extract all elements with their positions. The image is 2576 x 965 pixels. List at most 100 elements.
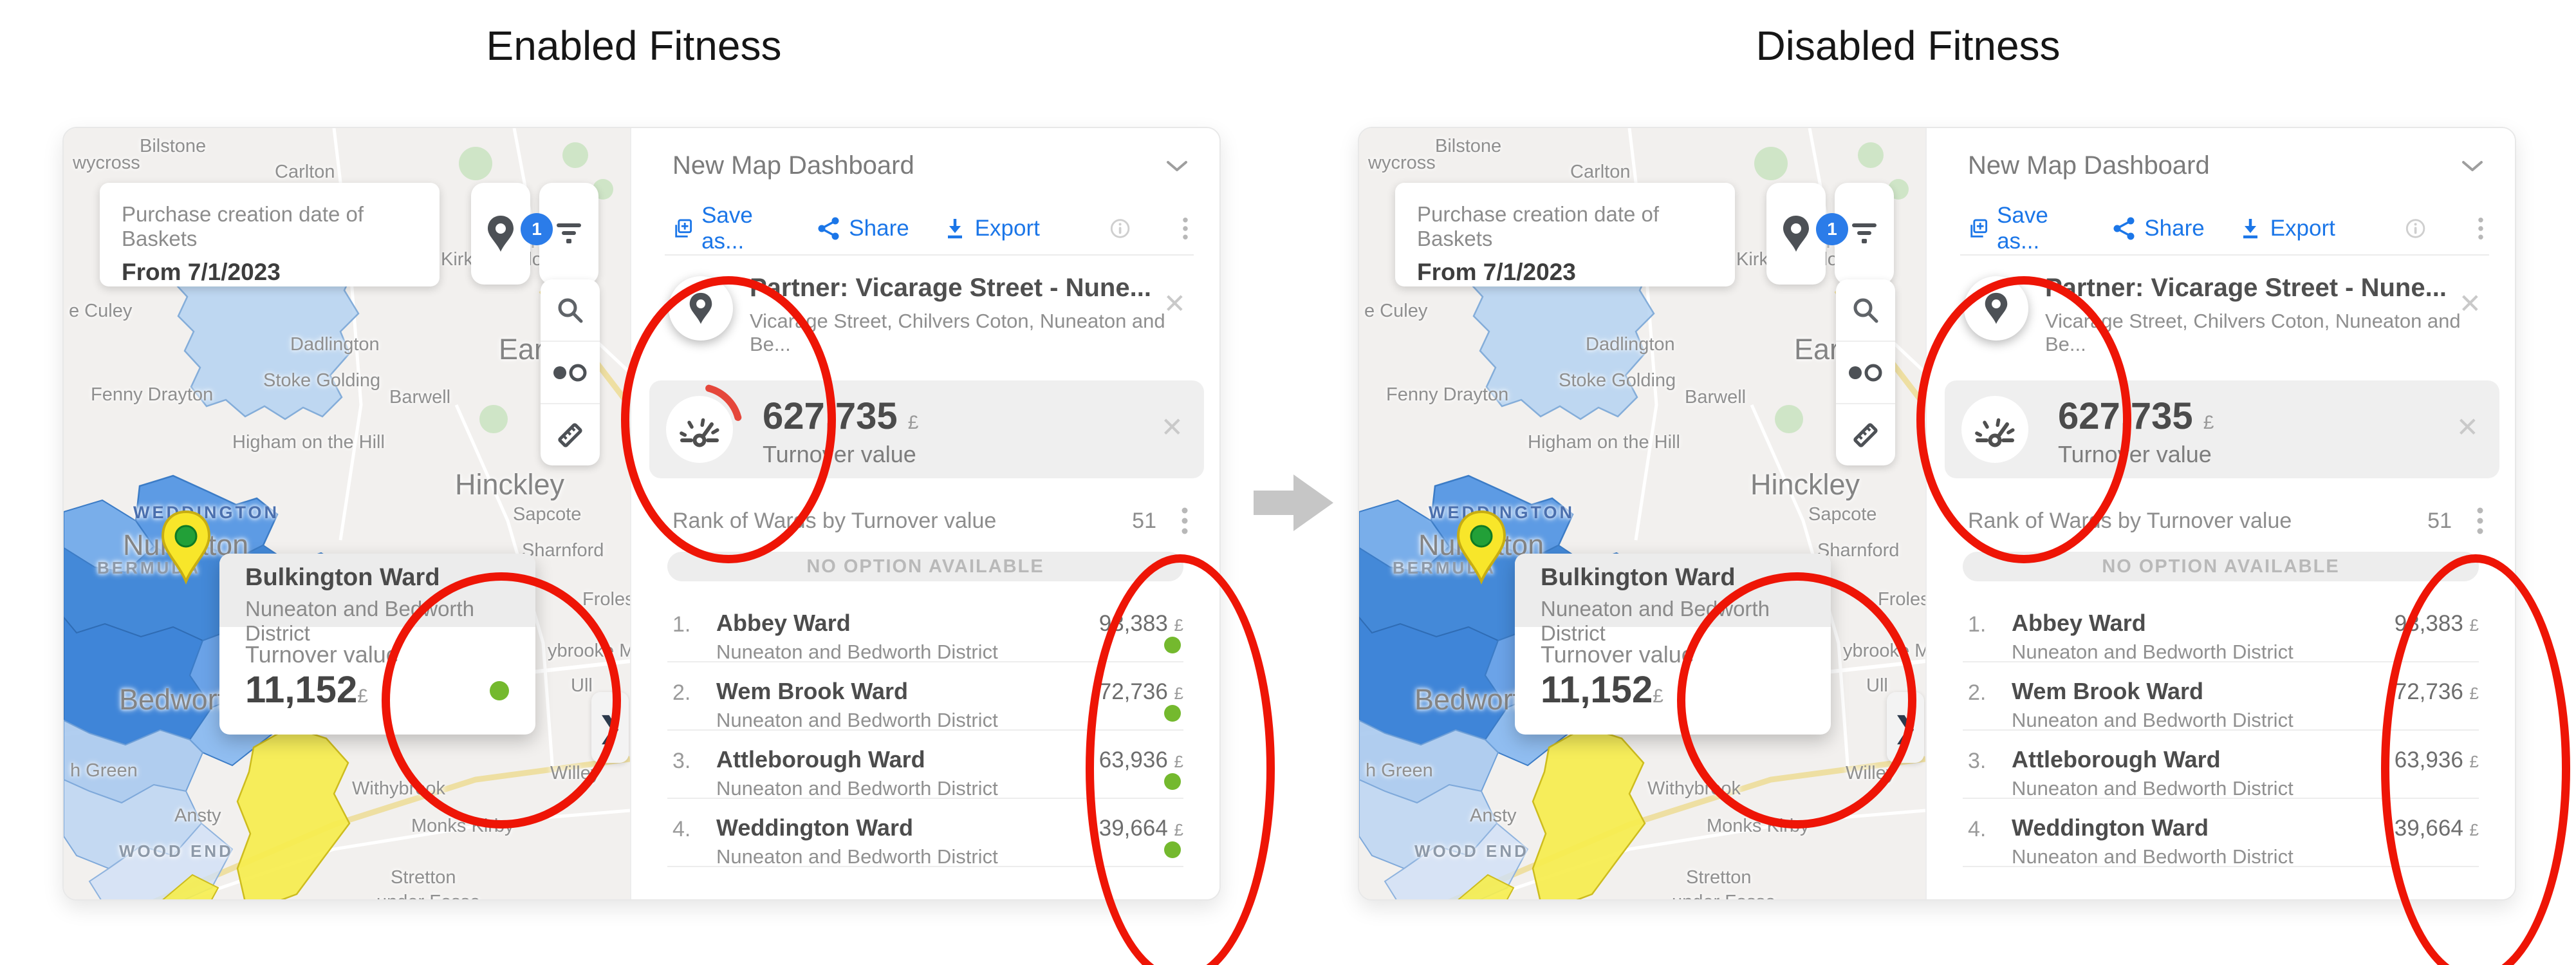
close-icon[interactable]: ✕ — [1160, 412, 1183, 442]
map-filter-summary-card[interactable]: Purchase creation date of Baskets From 7… — [1395, 183, 1735, 286]
fitness-indicator-dot — [490, 681, 509, 700]
map-measure-button[interactable] — [541, 404, 600, 465]
ward-value: 39,664 £ — [2394, 816, 2479, 841]
rank-list: 1. Abbey Ward Nuneaton and Bedworth Dist… — [1927, 594, 2515, 868]
map-pois-button[interactable] — [1766, 183, 1826, 285]
partner-pin-badge — [1964, 276, 2028, 341]
map-place-label: e Culey — [1364, 301, 1428, 321]
search-icon — [558, 298, 583, 323]
map-points-toggle-button[interactable] — [541, 342, 600, 404]
chevron-down-icon[interactable] — [1165, 160, 1189, 173]
turnover-value: 627,735 £ — [763, 395, 919, 437]
kebab-menu-icon[interactable] — [2478, 214, 2484, 243]
rank-list-item[interactable]: 3. Attleborough Ward Nuneaton and Bedwor… — [1927, 731, 2515, 800]
ward-tooltip-header: Bulkington Ward Nuneaton and Bedworth Di… — [219, 554, 535, 645]
ward-district: Nuneaton and Bedworth District — [2012, 845, 2293, 868]
kebab-menu-icon[interactable] — [1181, 507, 1189, 535]
map-search-button[interactable] — [1836, 279, 1895, 342]
close-icon[interactable]: ✕ — [1163, 288, 1186, 319]
dots-toggle-icon — [553, 364, 587, 381]
ward-value: 93,383 £ — [2394, 611, 2479, 636]
ward-value: 39,664 £ — [1098, 816, 1183, 841]
map-place-label: Ull — [571, 675, 593, 696]
rank-list-item[interactable]: 4. Weddington Ward Nuneaton and Bedworth… — [1927, 799, 2515, 868]
currency-symbol: £ — [1653, 686, 1663, 707]
turnover-metric-card[interactable]: 627,735 £ Turnover value ✕ — [1945, 380, 2499, 478]
ward-tooltip-metric-value: 11,152£ — [1541, 669, 1663, 711]
currency-symbol: £ — [1174, 615, 1183, 635]
partner-subtitle: Vicarage Street, Chilvers Coton, Nuneato… — [750, 310, 1165, 355]
map-place-label: Barwell — [1685, 387, 1747, 408]
partner-pin-badge — [669, 276, 733, 341]
export-button[interactable]: Export — [944, 216, 1040, 241]
sidebar-collapse-handle[interactable]: ❯ — [591, 692, 629, 763]
map-place-label: Bilstone — [140, 136, 207, 156]
ward-value: 72,736 £ — [2394, 679, 2479, 704]
rank-list-item[interactable]: 3. Attleborough Ward Nuneaton and Bedwor… — [631, 731, 1219, 800]
close-icon[interactable]: ✕ — [2458, 288, 2481, 319]
turnover-metric-card[interactable]: 627,735 £ Turnover value ✕ — [649, 380, 1204, 478]
partner-title: Partner: Vicarage Street - Nune... — [750, 274, 1151, 302]
rank-list-item[interactable]: 1. Abbey Ward Nuneaton and Bedworth Dist… — [1927, 594, 2515, 663]
partner-card[interactable]: Partner: Vicarage Street - Nune... Vicar… — [665, 274, 1186, 364]
save-as-icon — [1970, 219, 1988, 238]
dashboard-sidebar: New Map Dashboard Save as... — [1925, 128, 2515, 899]
ward-value: 63,936 £ — [2394, 747, 2479, 773]
ward-tooltip-title: Bulkington Ward — [1541, 564, 1736, 591]
kebab-menu-icon[interactable] — [2476, 507, 2484, 535]
currency-symbol: £ — [357, 686, 368, 707]
export-download-icon — [2243, 219, 2257, 239]
location-pin-icon — [488, 216, 514, 252]
map-place-label: Monks Kirby — [1707, 816, 1810, 836]
sidebar-collapse-handle[interactable]: ❯ — [1887, 692, 1924, 763]
chevron-down-icon[interactable] — [2461, 160, 2484, 173]
save-as-button[interactable]: Save as... — [672, 203, 783, 254]
rank-list-item[interactable]: 2. Wem Brook Ward Nuneaton and Bedworth … — [631, 662, 1219, 731]
location-pin-icon — [1985, 292, 2008, 324]
filter-summary-value: From 7/1/2023 — [1417, 259, 1576, 285]
rank-list-item[interactable]: 2. Wem Brook Ward Nuneaton and Bedworth … — [1927, 662, 2515, 731]
map-place-label: WOOD END — [119, 841, 234, 861]
map-place-label: WOOD END — [1414, 841, 1529, 861]
dashboard-panel: wycross Bilstone Carlton Sibson Shenton … — [1358, 127, 2570, 965]
save-as-button[interactable]: Save as... — [1968, 203, 2079, 254]
ward-value: 63,936 £ — [1098, 747, 1183, 773]
map-filter-summary-card[interactable]: Purchase creation date of Baskets From 7… — [100, 183, 440, 286]
export-button[interactable]: Export — [2239, 216, 2335, 241]
filter-summary-value: From 7/1/2023 — [122, 259, 281, 285]
partner-subtitle: Vicarage Street, Chilvers Coton, Nuneato… — [2045, 310, 2461, 355]
map-place-label: Barwell — [389, 387, 451, 408]
map-measure-button[interactable] — [1836, 404, 1895, 465]
gauge-icon-badge — [1961, 396, 2028, 463]
ward-name: Weddington Ward — [2012, 814, 2209, 841]
share-button[interactable]: Share — [818, 216, 909, 241]
info-icon[interactable] — [2405, 216, 2426, 241]
selected-location-pin-icon[interactable] — [160, 509, 212, 585]
map-search-button[interactable] — [541, 279, 600, 342]
share-button[interactable]: Share — [2113, 216, 2205, 241]
filter-summary-label: Purchase creation date of Baskets — [1417, 202, 1660, 250]
rank-total-count: 51 — [1132, 508, 1156, 533]
map-canvas[interactable]: wycross Bilstone Carlton Sibson Shenton … — [1359, 128, 1925, 899]
filter-list-icon — [1852, 223, 1876, 243]
map-place-label: Hinckley — [455, 468, 565, 501]
kebab-menu-icon[interactable] — [1182, 214, 1189, 243]
rank-list-item[interactable]: 4. Weddington Ward Nuneaton and Bedworth… — [631, 799, 1219, 868]
currency-symbol: £ — [2469, 752, 2479, 771]
map-pois-button[interactable] — [471, 183, 530, 285]
export-download-icon — [947, 219, 962, 239]
map-points-toggle-button[interactable] — [1836, 342, 1895, 404]
map-place-label: Sapcote — [1808, 504, 1877, 525]
ward-name: Abbey Ward — [2012, 610, 2146, 636]
partner-card[interactable]: Partner: Vicarage Street - Nune... Vicar… — [1960, 274, 2481, 364]
map-place-label: Fenny Drayton — [91, 384, 214, 405]
rank-list-item[interactable]: 1. Abbey Ward Nuneaton and Bedworth Dist… — [631, 594, 1219, 663]
close-icon[interactable]: ✕ — [2456, 412, 2479, 442]
map-place-label: under Fosse — [1672, 892, 1775, 899]
selected-location-pin-icon[interactable] — [1456, 509, 1507, 585]
info-icon[interactable] — [1109, 216, 1131, 241]
map-place-label: ybrooke Mag — [548, 641, 630, 661]
map-place-label: Stoke Golding — [1559, 370, 1676, 391]
map-canvas[interactable]: wycross Bilstone Carlton Sibson Shenton … — [64, 128, 630, 899]
